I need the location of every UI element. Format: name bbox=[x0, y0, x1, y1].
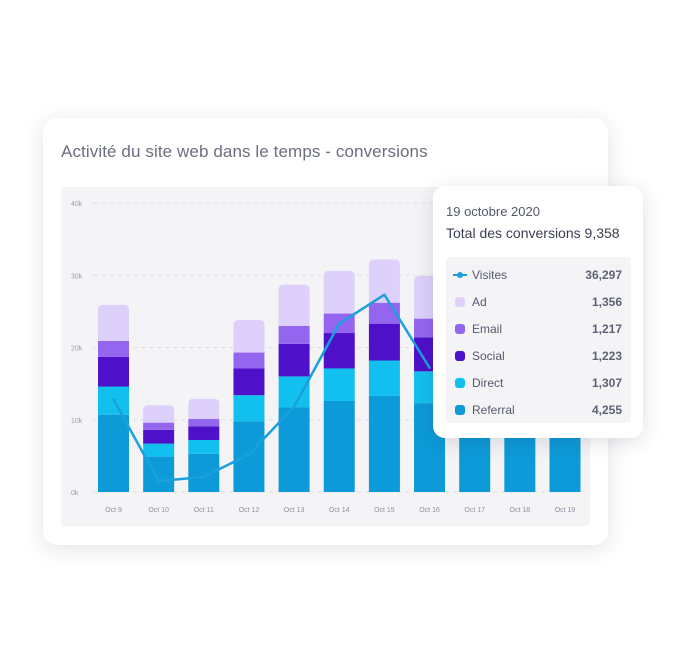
tooltip-swatch-email bbox=[455, 324, 465, 334]
bar-segment-social bbox=[98, 356, 129, 387]
chart-title: Activité du site web dans le temps - con… bbox=[61, 142, 428, 161]
tooltip-series-list: Visites 36,297 Ad 1,356 Email 1,217 Social 1,22… bbox=[446, 257, 631, 423]
bar-segment-direct bbox=[323, 368, 355, 401]
tooltip-value: 1,223 bbox=[591, 349, 622, 363]
bar-segment-direct bbox=[143, 443, 175, 457]
tooltip-row-social: Social 1,223 bbox=[446, 346, 631, 366]
x-tick-label: Oct 13 bbox=[284, 507, 305, 514]
x-tick-label: Oct 12 bbox=[239, 507, 260, 514]
bar-segment-referral bbox=[188, 453, 220, 492]
tooltip-value: 1,307 bbox=[591, 376, 622, 390]
bar-segment-referral bbox=[278, 407, 310, 492]
bar-segment-social bbox=[188, 426, 220, 440]
bar-segment-social bbox=[278, 343, 310, 377]
x-tick-label: Oct 9 bbox=[105, 507, 122, 514]
bar-segment-ad bbox=[368, 259, 400, 303]
x-tick-label: Oct 19 bbox=[555, 507, 576, 514]
bar-segment-email bbox=[233, 352, 265, 369]
tooltip-label: Referral bbox=[472, 403, 515, 417]
x-tick-label: Oct 17 bbox=[464, 507, 485, 514]
bar-segment-social bbox=[323, 333, 355, 369]
bar-segment-referral bbox=[368, 395, 400, 492]
bar-segment-referral bbox=[233, 421, 265, 492]
tooltip-date: 19 octobre 2020 bbox=[446, 204, 540, 219]
x-tick-label: Oct 11 bbox=[194, 507, 214, 514]
tooltip-value: 36,297 bbox=[585, 268, 622, 282]
bar-segment-ad bbox=[98, 304, 129, 341]
x-tick-label: Oct 15 bbox=[374, 507, 395, 514]
bar-segment-referral bbox=[98, 414, 129, 492]
tooltip-label: Email bbox=[472, 322, 503, 336]
y-tick-label: 20k bbox=[71, 346, 83, 353]
tooltip-row-visites: Visites 36,297 bbox=[446, 265, 631, 285]
bar-segment-ad bbox=[188, 398, 220, 420]
tooltip-row-email: Email 1,217 bbox=[446, 319, 631, 339]
x-tick-label: Oct 10 bbox=[148, 507, 169, 514]
y-tick-label: 30k bbox=[71, 273, 83, 280]
bar-segment-social bbox=[368, 323, 400, 361]
tooltip-swatch-ad bbox=[455, 297, 465, 307]
tooltip-value: 4,255 bbox=[591, 403, 622, 417]
tooltip-row-direct: Direct 1,307 bbox=[446, 373, 631, 393]
tooltip-label: Ad bbox=[472, 295, 487, 309]
tooltip-row-ad: Ad 1,356 bbox=[446, 292, 631, 312]
bar-segment-direct bbox=[188, 439, 220, 454]
bar-segment-referral bbox=[323, 400, 355, 492]
bar-segment-ad bbox=[278, 284, 310, 326]
bar-segment-direct bbox=[368, 360, 400, 396]
bar-segment-ad bbox=[143, 405, 175, 423]
tooltip-swatch-social bbox=[455, 351, 465, 361]
chart-tooltip: 19 octobre 2020 Total des conversions 9,… bbox=[433, 186, 643, 438]
x-tick-label: Oct 16 bbox=[419, 507, 440, 514]
tooltip-swatch-direct bbox=[455, 378, 465, 388]
bar-segment-direct bbox=[278, 376, 310, 408]
bar-segment-direct bbox=[233, 395, 265, 422]
y-tick-label: 0k bbox=[71, 490, 79, 497]
tooltip-total-label: Total des conversions bbox=[446, 225, 581, 241]
bar-segment-social bbox=[233, 368, 265, 396]
y-tick-label: 40k bbox=[71, 201, 83, 208]
bar-segment-email bbox=[98, 340, 129, 357]
tooltip-value: 1,217 bbox=[591, 322, 622, 336]
tooltip-swatch-referral bbox=[455, 405, 465, 415]
bar-segment-email bbox=[143, 422, 175, 430]
plot-area: 0k 10k 20k 30k 40k Oct 9 Oct 10 Oct 11 Oct 12 Oct… bbox=[61, 187, 590, 526]
tooltip-row-referral: Referral 4,255 bbox=[446, 400, 631, 420]
x-tick-label: Oct 18 bbox=[510, 507, 531, 514]
bar-segment-ad bbox=[233, 320, 265, 353]
x-tick-label: Oct 14 bbox=[329, 507, 350, 514]
tooltip-label: Direct bbox=[472, 376, 504, 390]
y-tick-label: 10k bbox=[71, 418, 83, 425]
bar-segment-email bbox=[188, 419, 220, 427]
tooltip-total-value: 9,358 bbox=[584, 225, 620, 241]
bar-segment-email bbox=[278, 325, 310, 344]
bar-segment-social bbox=[143, 429, 175, 444]
tooltip-value: 1,356 bbox=[591, 295, 622, 309]
tooltip-label: Visites bbox=[472, 268, 508, 282]
tooltip-total: Total des conversions 9,358 bbox=[446, 225, 620, 241]
tooltip-label: Social bbox=[472, 349, 505, 363]
bar-segment-ad bbox=[323, 270, 355, 314]
tooltip-swatch-visites bbox=[453, 272, 467, 278]
visites-line bbox=[112, 293, 431, 483]
